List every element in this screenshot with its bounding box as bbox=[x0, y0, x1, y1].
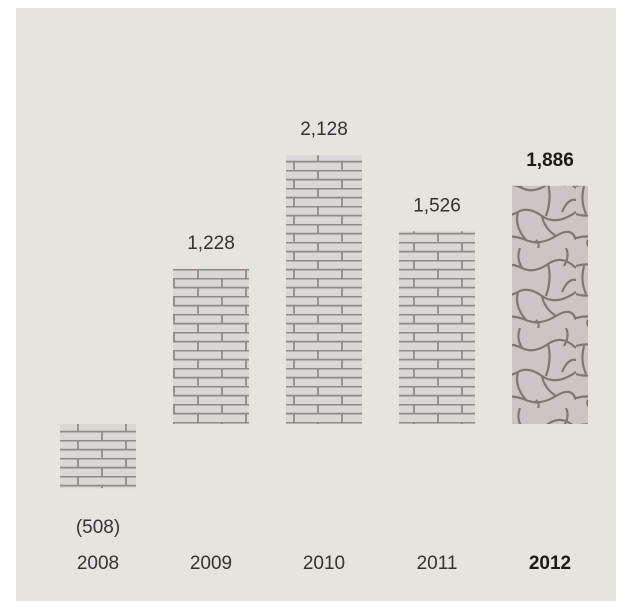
value-label-2012: 1,886 bbox=[526, 150, 574, 171]
category-label-2009: 2009 bbox=[190, 553, 232, 574]
category-label-2010: 2010 bbox=[303, 553, 345, 574]
bar-2010 bbox=[286, 155, 362, 425]
bar-2008 bbox=[60, 424, 136, 489]
value-label-2011: 1,526 bbox=[413, 195, 461, 216]
chart-panel: (508) 2008 1,228 2009 2,128 2010 1,526 2011 1,88… bbox=[16, 8, 616, 601]
value-label-2010: 2,128 bbox=[300, 119, 348, 140]
labels-layer: (508) 2008 1,228 2009 2,128 2010 1,526 2011 1,88… bbox=[76, 119, 574, 574]
bar-chart: (508) 2008 1,228 2009 2,128 2010 1,526 2011 1,88… bbox=[16, 8, 616, 601]
bar-2012 bbox=[512, 185, 588, 424]
category-label-2011: 2011 bbox=[417, 553, 458, 574]
bar-2009 bbox=[173, 268, 249, 424]
bars-layer bbox=[60, 155, 588, 489]
value-label-2008: (508) bbox=[76, 517, 120, 538]
bar-2011 bbox=[399, 231, 475, 424]
category-label-2008: 2008 bbox=[77, 553, 119, 574]
category-label-2012: 2012 bbox=[529, 553, 571, 574]
value-label-2009: 1,228 bbox=[187, 233, 235, 254]
